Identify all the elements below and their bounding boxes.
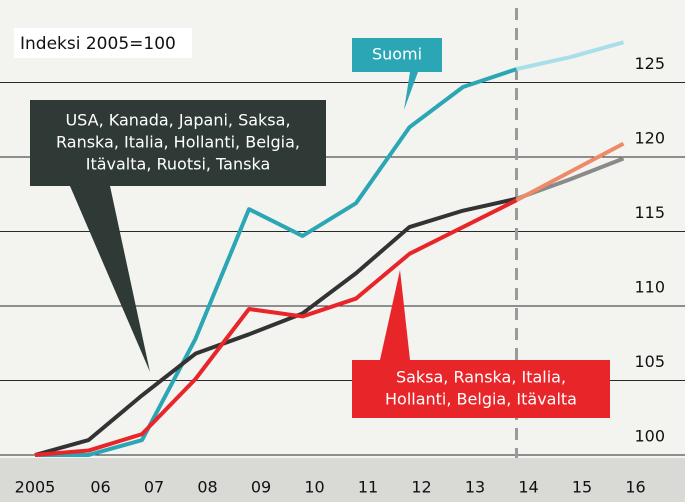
axis-band [0, 458, 685, 502]
annotation-text: Saksa, Ranska, Italia, [396, 368, 566, 387]
series-line [34, 198, 518, 457]
x-tick-label: 08 [197, 478, 217, 497]
annotation-text: USA, Kanada, Japani, Saksa, [65, 111, 290, 130]
x-tick-label: 07 [144, 478, 164, 497]
y-tick-label: 120 [634, 129, 665, 148]
series-line [34, 196, 517, 457]
series-line [515, 141, 625, 202]
annotations: Suomi USA, Kanada, Japani, Saksa, Ranska, … [30, 38, 610, 418]
x-tick-label: 11 [358, 478, 378, 497]
annotation-box [30, 100, 326, 186]
y-tick-label: 115 [634, 203, 665, 222]
series-line [35, 67, 518, 457]
lines [34, 40, 625, 457]
x-tick-label: 12 [411, 478, 431, 497]
title-box [14, 28, 192, 58]
x-tick-label: 09 [251, 478, 271, 497]
x-tick-label: 16 [625, 478, 645, 497]
annotation-box [352, 360, 610, 418]
annotation-text: Itävalta, Ruotsi, Tanska [86, 155, 271, 174]
y-tick-label: 105 [634, 352, 665, 371]
annotation-box [352, 38, 442, 72]
x-tick-label: 10 [304, 478, 324, 497]
series-line [516, 40, 625, 72]
y-tick-label: 125 [634, 54, 665, 73]
grid: 100 105 110 115 120 125 2005 06 07 08 09 10 11 12 13 14… [0, 8, 685, 497]
chart-title: Indeksi 2005=100 [20, 34, 176, 54]
annotation-text: Suomi [372, 45, 422, 64]
annotation-pointer [404, 72, 418, 110]
annotation-text: Hollanti, Belgia, Itävalta [385, 390, 577, 409]
x-tick-label: 06 [90, 478, 110, 497]
x-tick-label: 13 [465, 478, 485, 497]
annotation-pointer [70, 186, 150, 372]
annotation-pointer [380, 270, 410, 360]
y-tick-label: 100 [634, 427, 665, 446]
annotation-text: Ranska, Italia, Hollanti, Belgia, [56, 133, 300, 152]
x-tick-label: 15 [572, 478, 592, 497]
x-tick-label: 2005 [15, 478, 56, 497]
y-tick-label: 110 [634, 278, 665, 297]
x-tick-label: 14 [518, 478, 538, 497]
